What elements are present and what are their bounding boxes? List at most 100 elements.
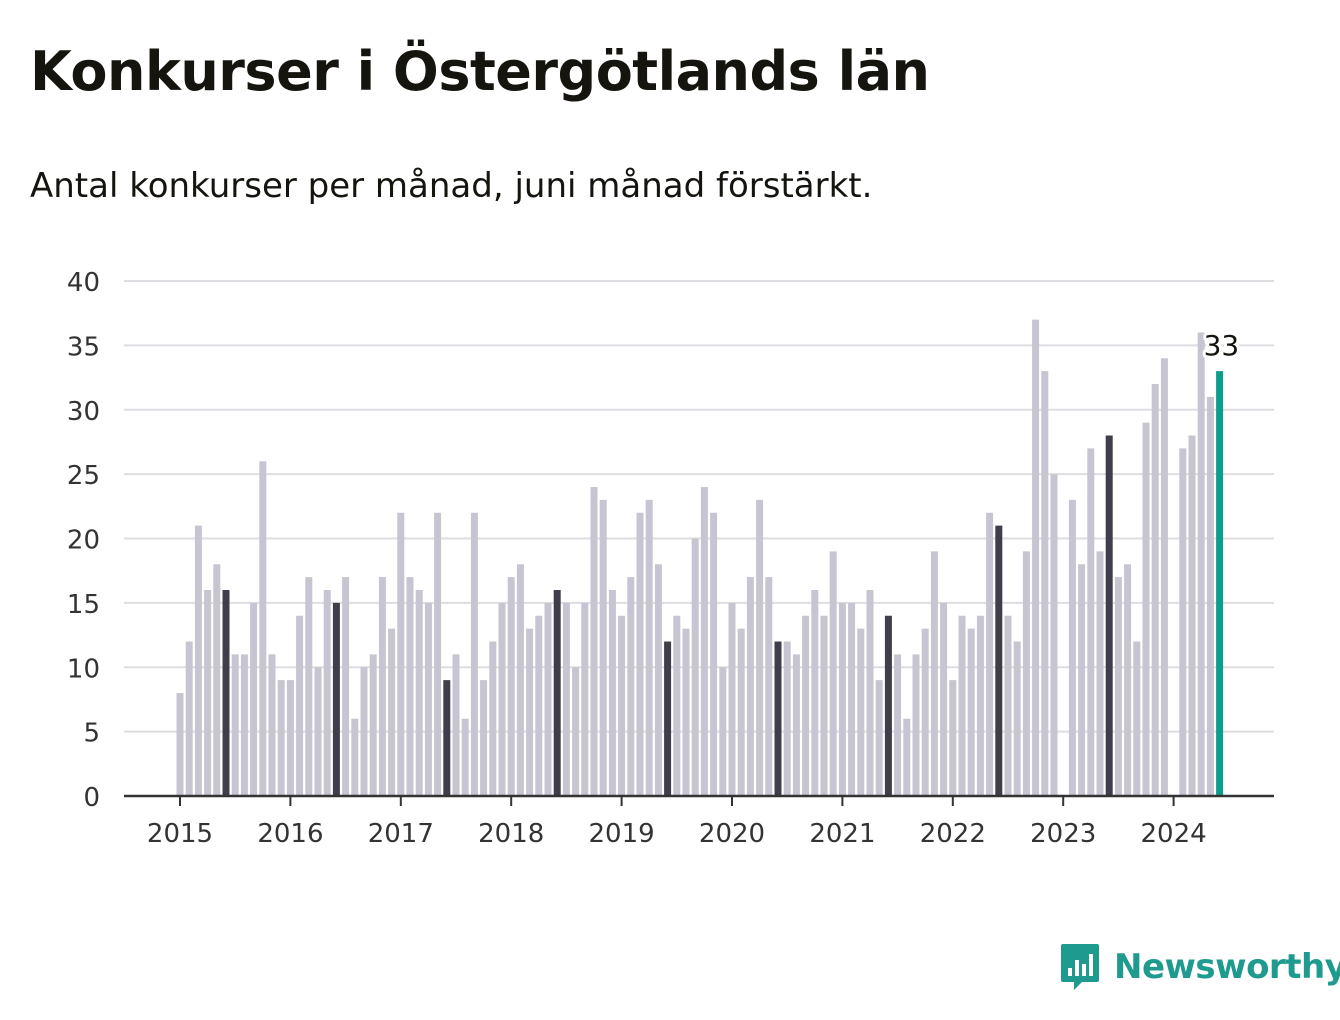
bar[interactable]: [268, 654, 276, 796]
bar[interactable]: [452, 654, 460, 796]
bar[interactable]: [792, 654, 800, 796]
bar[interactable]: [995, 525, 1003, 796]
bar[interactable]: [194, 525, 202, 796]
bar[interactable]: [967, 628, 975, 796]
bar[interactable]: [857, 628, 865, 796]
bar[interactable]: [866, 590, 874, 796]
bar[interactable]: [1013, 641, 1021, 797]
bar[interactable]: [305, 577, 313, 796]
bar[interactable]: [1004, 615, 1012, 796]
bar[interactable]: [323, 590, 331, 796]
bar[interactable]: [599, 499, 607, 796]
bar[interactable]: [470, 512, 478, 796]
bar[interactable]: [884, 615, 892, 796]
bar[interactable]: [894, 654, 902, 796]
bar[interactable]: [1151, 384, 1159, 796]
bar[interactable]: [949, 680, 957, 796]
bar[interactable]: [572, 667, 580, 796]
bar[interactable]: [516, 564, 524, 796]
bar[interactable]: [388, 628, 396, 796]
bar[interactable]: [406, 577, 414, 796]
bar[interactable]: [958, 615, 966, 796]
bar[interactable]: [765, 577, 773, 796]
bar[interactable]: [590, 487, 598, 796]
bar[interactable]: [415, 590, 423, 796]
bar[interactable]: [976, 615, 984, 796]
bar[interactable]: [204, 590, 212, 796]
bar[interactable]: [1160, 358, 1168, 796]
bar[interactable]: [802, 615, 810, 796]
bar[interactable]: [719, 667, 727, 796]
bar[interactable]: [489, 641, 497, 797]
bar[interactable]: [314, 667, 322, 796]
bar[interactable]: [664, 641, 672, 797]
bar[interactable]: [443, 680, 451, 796]
bar[interactable]: [636, 512, 644, 796]
bar[interactable]: [553, 590, 561, 796]
bar[interactable]: [1096, 551, 1104, 796]
bar[interactable]: [829, 551, 837, 796]
bar[interactable]: [903, 718, 911, 796]
bar[interactable]: [673, 615, 681, 796]
bar[interactable]: [378, 577, 386, 796]
bar[interactable]: [498, 602, 506, 796]
bar[interactable]: [700, 487, 708, 796]
bar[interactable]: [332, 602, 340, 796]
bar[interactable]: [434, 512, 442, 796]
bar[interactable]: [507, 577, 515, 796]
bar[interactable]: [222, 590, 230, 796]
bar[interactable]: [286, 680, 294, 796]
bar[interactable]: [369, 654, 377, 796]
bar[interactable]: [535, 615, 543, 796]
bar[interactable]: [986, 512, 994, 796]
bar[interactable]: [1087, 448, 1095, 796]
bar[interactable]: [654, 564, 662, 796]
bar[interactable]: [627, 577, 635, 796]
bar[interactable]: [1105, 435, 1113, 797]
bar[interactable]: [921, 628, 929, 796]
bar[interactable]: [213, 564, 221, 796]
bar[interactable]: [1068, 499, 1076, 796]
bar[interactable]: [185, 641, 193, 797]
bar[interactable]: [811, 590, 819, 796]
bar[interactable]: [1050, 474, 1058, 796]
bar[interactable]: [1041, 371, 1049, 796]
bar[interactable]: [618, 615, 626, 796]
bar[interactable]: [737, 628, 745, 796]
bar[interactable]: [296, 615, 304, 796]
bar[interactable]: [1216, 371, 1224, 796]
bar[interactable]: [1179, 448, 1187, 796]
bar[interactable]: [360, 667, 368, 796]
bar[interactable]: [1133, 641, 1141, 797]
bar[interactable]: [820, 615, 828, 796]
bar[interactable]: [710, 512, 718, 796]
bar[interactable]: [1188, 435, 1196, 797]
bar[interactable]: [1142, 422, 1150, 796]
bar[interactable]: [783, 641, 791, 797]
bar[interactable]: [581, 602, 589, 796]
bar[interactable]: [231, 654, 239, 796]
newsworthy-logo[interactable]: Newsworthy: [1060, 940, 1340, 994]
bar[interactable]: [1114, 577, 1122, 796]
bar[interactable]: [682, 628, 690, 796]
bar[interactable]: [480, 680, 488, 796]
bar[interactable]: [1124, 564, 1132, 796]
bar[interactable]: [277, 680, 285, 796]
bar[interactable]: [176, 693, 184, 796]
bar[interactable]: [746, 577, 754, 796]
bar[interactable]: [259, 461, 267, 796]
bar[interactable]: [1032, 319, 1040, 796]
bar[interactable]: [461, 718, 469, 796]
bar[interactable]: [424, 602, 432, 796]
bar[interactable]: [342, 577, 350, 796]
bar[interactable]: [608, 590, 616, 796]
bar[interactable]: [848, 602, 856, 796]
bar[interactable]: [397, 512, 405, 796]
bar[interactable]: [1206, 396, 1214, 796]
bar[interactable]: [756, 499, 764, 796]
bar[interactable]: [645, 499, 653, 796]
bar[interactable]: [240, 654, 248, 796]
bar[interactable]: [544, 602, 552, 796]
bar[interactable]: [1078, 564, 1086, 796]
bar[interactable]: [875, 680, 883, 796]
